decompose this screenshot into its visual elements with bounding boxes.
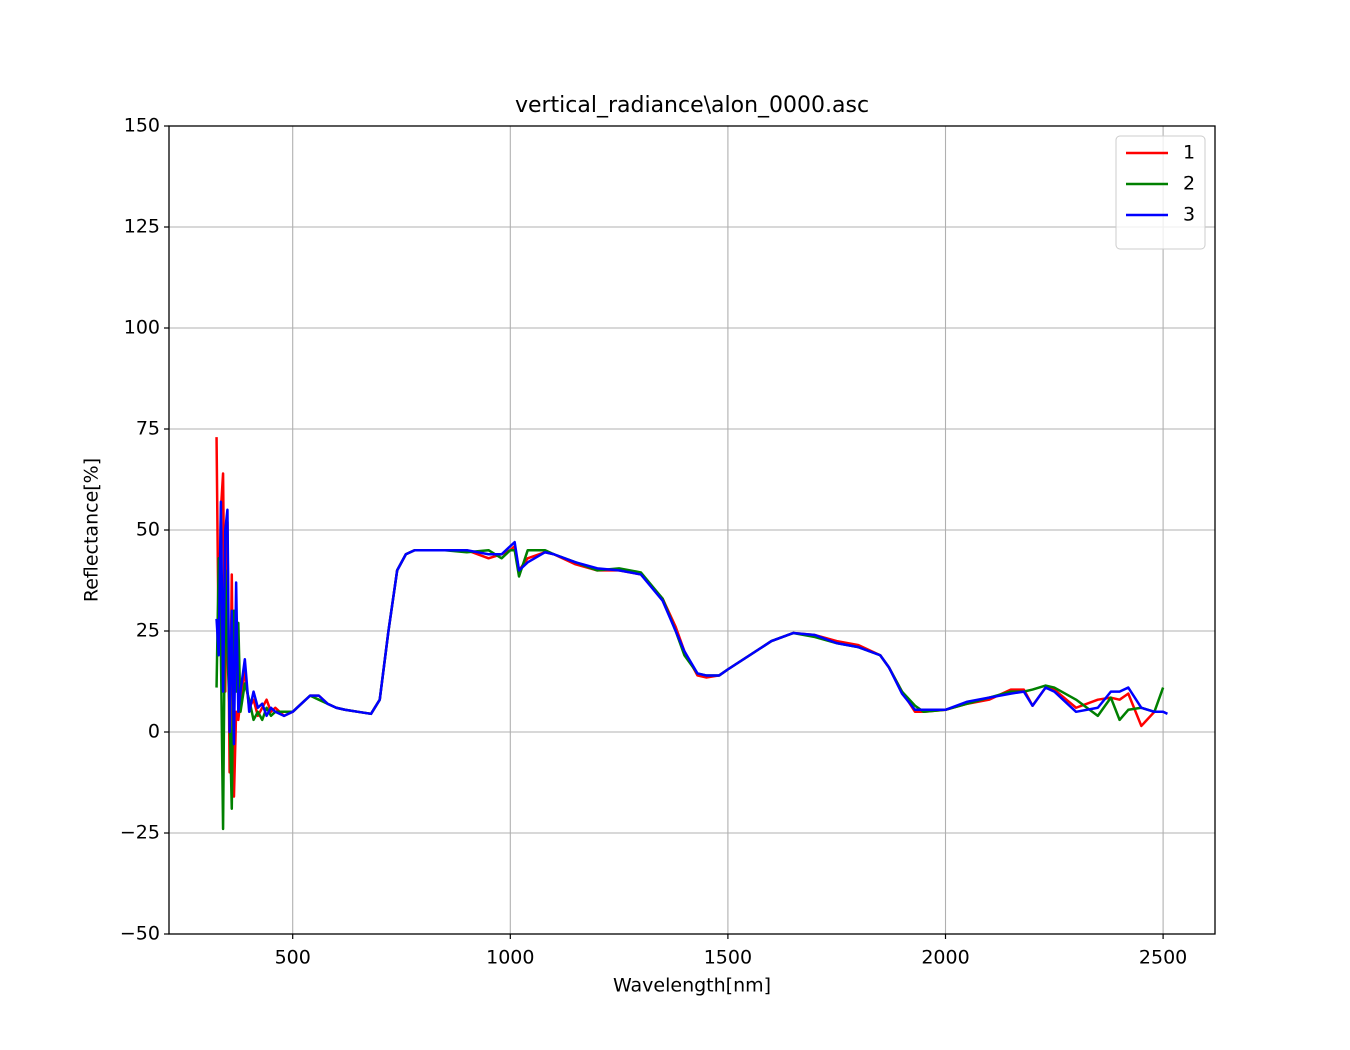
x-tick-label: 2000 bbox=[921, 947, 969, 969]
y-tick-label: 150 bbox=[124, 115, 160, 137]
y-tick-label: −25 bbox=[120, 822, 160, 844]
y-axis-label: Reflectance[%] bbox=[81, 458, 103, 602]
legend-label: 1 bbox=[1183, 142, 1195, 164]
y-tick-label: 100 bbox=[124, 317, 160, 339]
x-tick-label: 1000 bbox=[486, 947, 534, 969]
y-tick-label: 125 bbox=[124, 216, 160, 238]
lines bbox=[215, 437, 1168, 831]
legend: 1 2 3 bbox=[1115, 135, 1206, 250]
x-axis-label: Wavelength[nm] bbox=[613, 975, 771, 997]
y-tick-label: 50 bbox=[136, 519, 160, 541]
y-tick-label: 0 bbox=[148, 721, 160, 743]
chart-title: vertical_radiance\alon_0000.asc bbox=[515, 93, 869, 118]
y-tick-label: −50 bbox=[120, 923, 160, 945]
x-tick-label: 1500 bbox=[704, 947, 752, 969]
x-tick-label: 2500 bbox=[1139, 947, 1187, 969]
legend-label: 2 bbox=[1183, 173, 1195, 195]
x-tick-label: 500 bbox=[275, 947, 311, 969]
y-tick-label: 75 bbox=[136, 418, 160, 440]
series-line bbox=[215, 500, 1168, 746]
legend-box bbox=[1115, 135, 1206, 250]
y-tick-label: 25 bbox=[136, 620, 160, 642]
legend-label: 3 bbox=[1183, 204, 1195, 226]
